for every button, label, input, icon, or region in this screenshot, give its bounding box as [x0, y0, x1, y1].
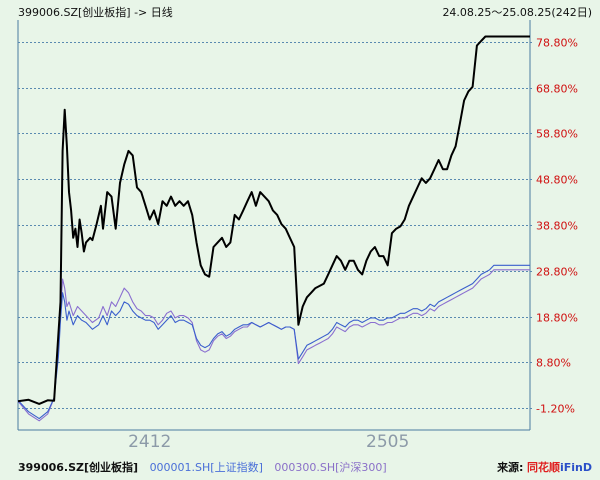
legend: 399006.SZ[创业板指] 000001.SH[上证指数] 000300.S… [18, 459, 387, 475]
y-tick-label-8: -1.20% [536, 403, 575, 416]
source-brand-suffix: iFinD [559, 461, 592, 474]
y-tick-label-5: 28.80% [536, 266, 578, 279]
source-brand: 同花顺 [526, 461, 560, 474]
y-tick-label-4: 38.80% [536, 220, 578, 233]
x-tick-label-0: 2412 [128, 432, 171, 452]
series-line-cyb [17, 35, 530, 405]
series-line-hs300 [17, 269, 530, 422]
y-tick-label-0: 78.80% [536, 37, 578, 50]
legend-item-sh: 000001.SH[上证指数] [149, 461, 263, 474]
x-tick-label-1: 2505 [366, 432, 409, 452]
legend-item-cyb: 399006.SZ[创业板指] [18, 461, 139, 474]
chart-title: 399006.SZ[创业板指] -> 日线 [18, 6, 173, 19]
y-tick-label-2: 58.80% [536, 128, 578, 141]
source-note: 来源: 同花顺iFinD [497, 459, 592, 475]
y-tick-label-3: 48.80% [536, 174, 578, 187]
y-tick-label-7: 8.80% [536, 357, 571, 370]
y-tick-label-1: 68.80% [536, 83, 578, 96]
series-line-sh [17, 264, 530, 420]
date-range: 24.08.25～25.08.25(242日) [442, 6, 592, 19]
y-tick-label-6: 18.80% [536, 312, 578, 325]
source-label: 来源: [497, 461, 524, 474]
legend-item-hs300: 000300.SH[沪深300] [274, 461, 387, 474]
